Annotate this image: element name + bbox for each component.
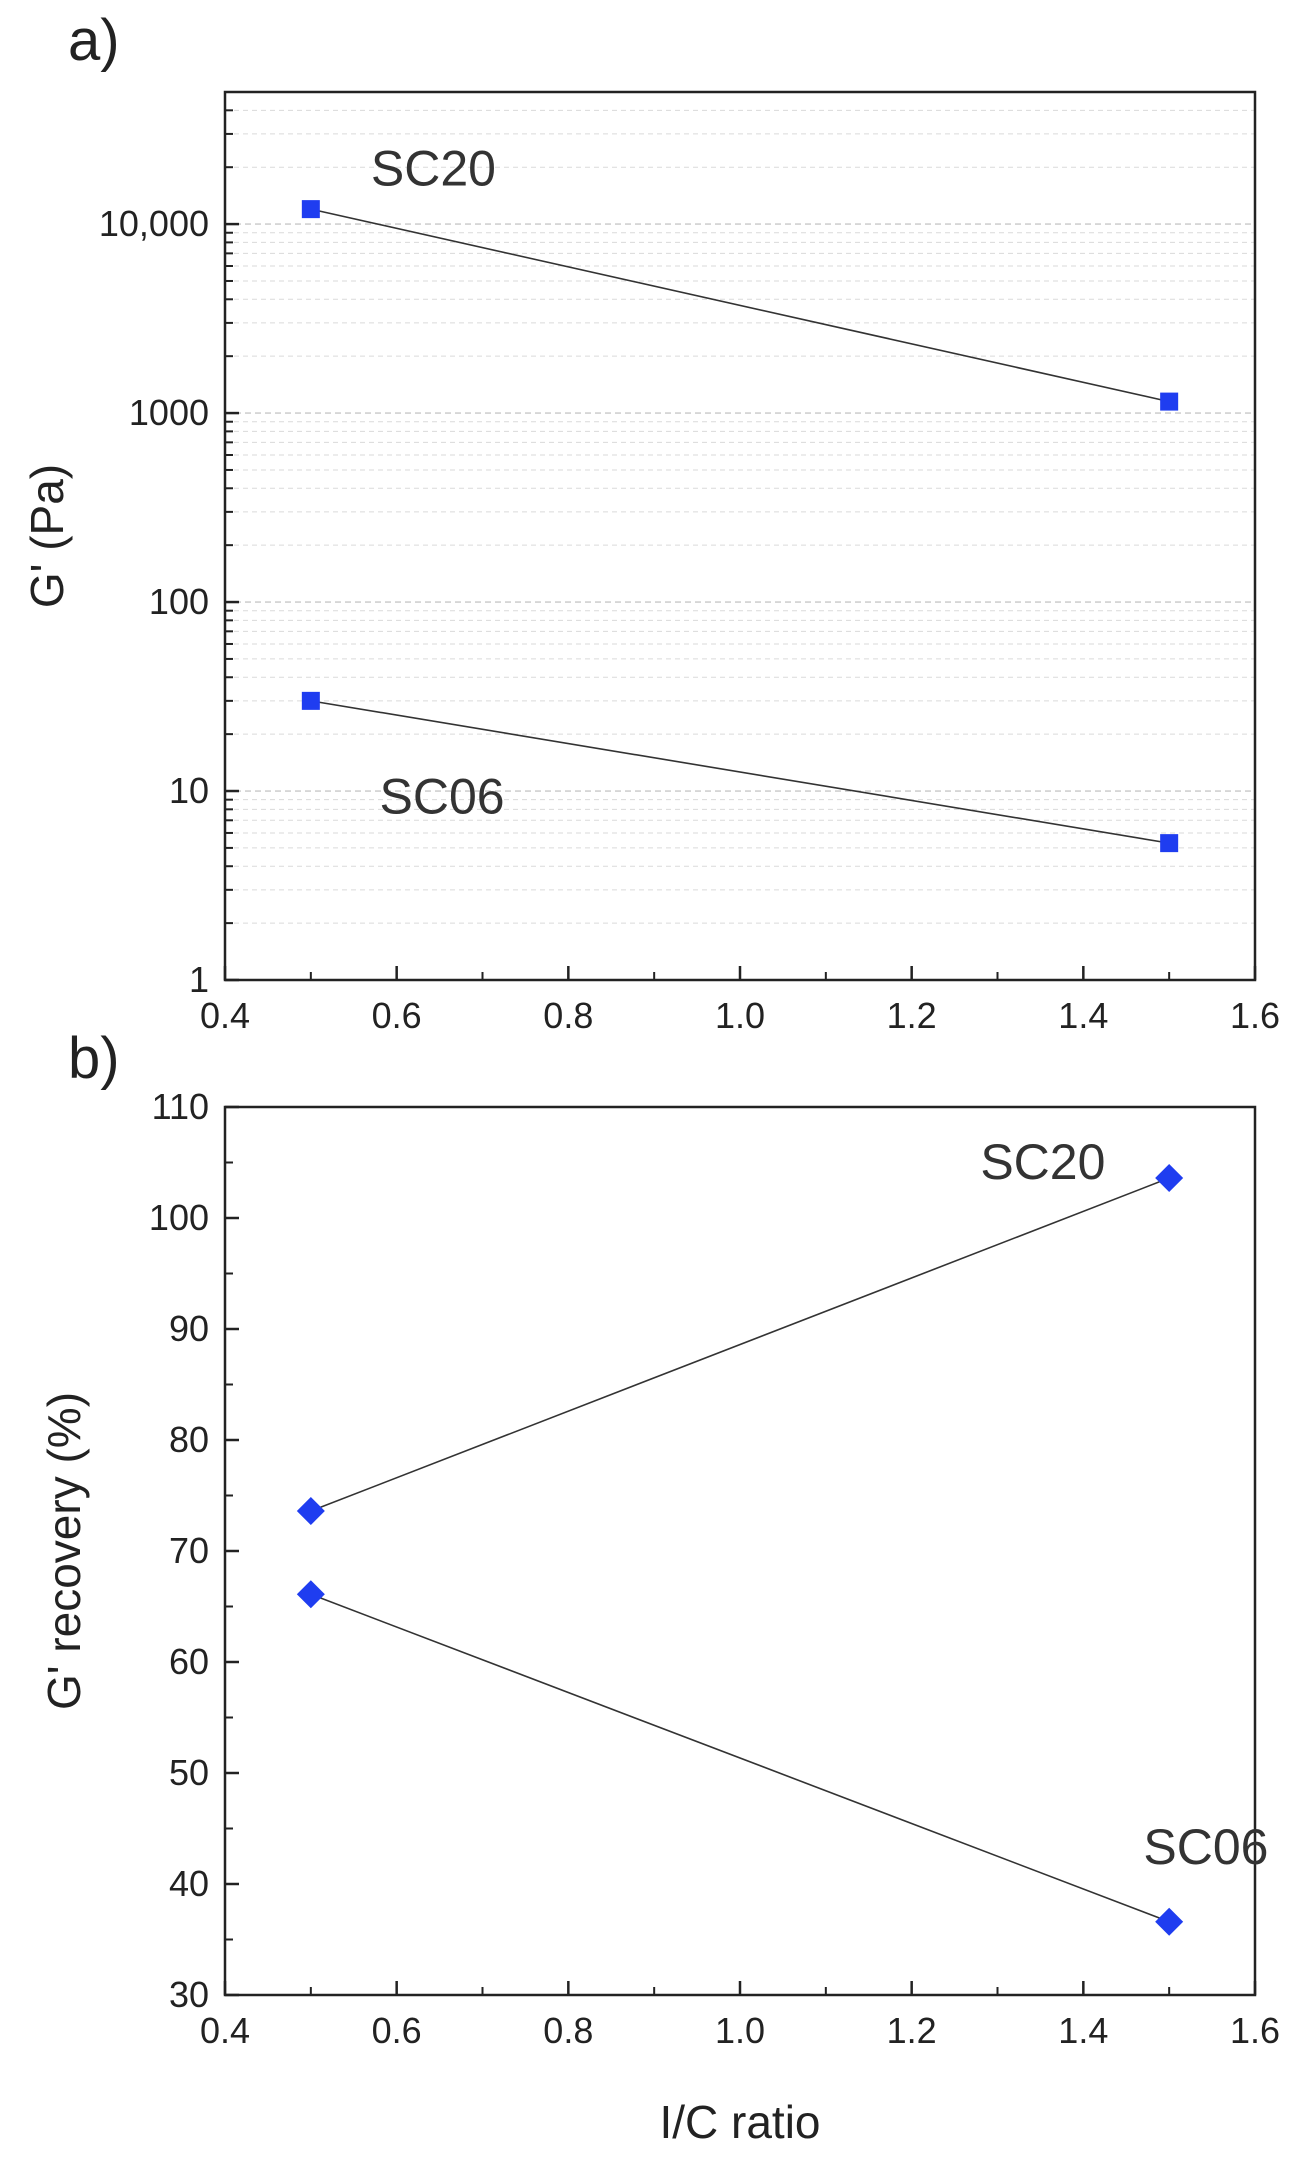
panel-a-y-tick-label: 10,000 [99,203,209,244]
panel-a-x-tick-labels: 0.4 0.6 0.8 1.0 1.2 1.4 1.6 [200,995,1280,1036]
panel-b-point-sc06 [296,1580,325,1609]
panel-a: a) 0.4 0.6 0.8 1.0 1.2 1.4 1.6 1 10 100 1000 10,00… [21,8,1280,1036]
panel-a-y-tick-label: 1000 [129,392,209,433]
panel-a-series-label-sc06: SC06 [380,769,505,825]
panel-b-x-tick-label: 1.6 [1230,2010,1280,2051]
panel-b-series-label-sc20: SC20 [980,1134,1105,1190]
panel-a-point-sc06 [301,691,320,710]
panel-b-x-tick-label: 1.0 [715,2010,765,2051]
panel-b-point-sc20 [1155,1164,1184,1193]
panel-a-series: SC20 SC06 [301,141,1179,853]
panel-a-y-tick-labels: 1 10 100 1000 10,000 [99,203,209,1000]
panel-a-series-label-sc20: SC20 [371,141,496,197]
panel-b-frame [223,1105,1257,1997]
panel-b-x-tick-label: 0.4 [200,2010,250,2051]
panel-a-x-tick-label: 1.2 [887,995,937,1036]
panel-a-y-tick-label: 1 [189,959,209,1000]
panel-a-y-tick-label: 10 [169,770,209,811]
panel-b-x-tick-label: 1.2 [887,2010,937,2051]
panel-b-letter: b) [68,1026,120,1091]
panel-a-x-tick-label: 1.4 [1058,995,1108,1036]
panel-a-x-tick-label: 0.4 [200,995,250,1036]
panel-a-ticks [223,91,1257,982]
panel-b-x-tick-labels: 0.4 0.6 0.8 1.0 1.2 1.4 1.6 [200,2010,1280,2051]
panel-b-y-tick-label: 60 [169,1641,209,1682]
panel-b-point-sc20 [296,1497,325,1526]
panel-b-y-tick-label: 100 [149,1197,209,1238]
panel-a-x-tick-label: 1.0 [715,995,765,1036]
panel-b-y-tick-labels: 30 40 50 60 70 80 90 100 110 [149,1086,209,2015]
panel-b-series: SC20 SC06 [296,1134,1268,1936]
panel-b-ticks [223,1105,1257,1997]
panel-b-y-tick-label: 30 [169,1974,209,2015]
panel-b-y-axis-title: G' recovery (%) [38,1392,90,1710]
panel-a-x-tick-label: 0.8 [543,995,593,1036]
panel-a-point-sc20 [1160,392,1179,411]
panel-b-point-sc06 [1155,1907,1184,1936]
panel-b-series-label-sc06: SC06 [1143,1819,1268,1875]
panel-b-x-tick-label: 1.4 [1058,2010,1108,2051]
panel-b-y-tick-label: 90 [169,1308,209,1349]
panel-b-y-tick-label: 80 [169,1419,209,1460]
panel-b: b) 0.4 0.6 0.8 1.0 1.2 1.4 1.6 30 40 50 60 70 80 90 1… [38,1026,1280,2148]
panel-a-series-line-sc20 [310,208,1170,403]
panel-a-point-sc06 [1160,834,1179,853]
panel-b-series-line-sc06 [310,1593,1170,1923]
panel-a-y-axis-title: G' (Pa) [21,464,73,608]
panel-a-y-tick-label: 100 [149,581,209,622]
panel-b-y-tick-label: 40 [169,1863,209,1904]
panel-b-x-axis-title: I/C ratio [659,2096,820,2148]
panel-a-x-tick-label: 0.6 [372,995,422,1036]
panel-b-y-tick-label: 110 [152,1086,209,1127]
panel-a-letter: a) [68,8,120,73]
panel-a-point-sc20 [301,200,320,219]
panel-b-x-tick-label: 0.6 [372,2010,422,2051]
panel-b-series-line-sc20 [310,1177,1170,1512]
panel-b-y-tick-label: 50 [169,1752,209,1793]
panel-a-x-tick-label: 1.6 [1230,995,1280,1036]
panel-b-x-tick-label: 0.8 [543,2010,593,2051]
panel-a-series-line-sc06 [310,700,1170,844]
panel-b-y-tick-label: 70 [169,1530,209,1571]
